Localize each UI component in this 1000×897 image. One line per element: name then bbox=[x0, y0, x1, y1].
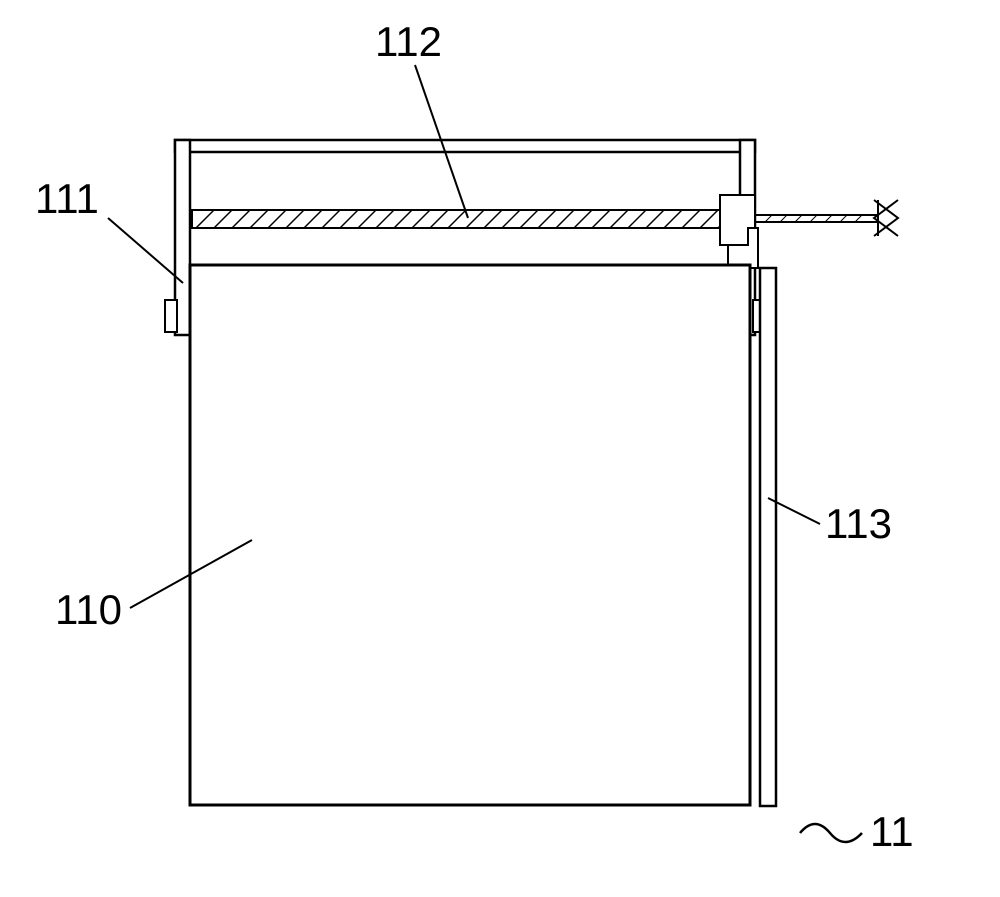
right-vertical-bar bbox=[760, 268, 776, 806]
handle-head bbox=[874, 200, 898, 236]
main-body bbox=[190, 265, 750, 805]
label-111: 111 bbox=[35, 175, 99, 223]
technical-diagram: 112 111 110 113 11 bbox=[0, 0, 1000, 892]
right-mechanism bbox=[720, 195, 898, 268]
hatched-bar-outline bbox=[192, 210, 748, 228]
label-112: 112 bbox=[375, 18, 442, 66]
label-11: 11 bbox=[870, 808, 914, 856]
leader-111 bbox=[108, 218, 183, 283]
left-hinge bbox=[165, 300, 177, 332]
label-113: 113 bbox=[825, 500, 892, 548]
hatched-bar bbox=[192, 210, 748, 228]
label-110: 110 bbox=[55, 586, 122, 634]
frame-top bbox=[175, 140, 755, 152]
diagram-svg bbox=[0, 0, 1000, 892]
squiggle-11 bbox=[800, 824, 862, 842]
